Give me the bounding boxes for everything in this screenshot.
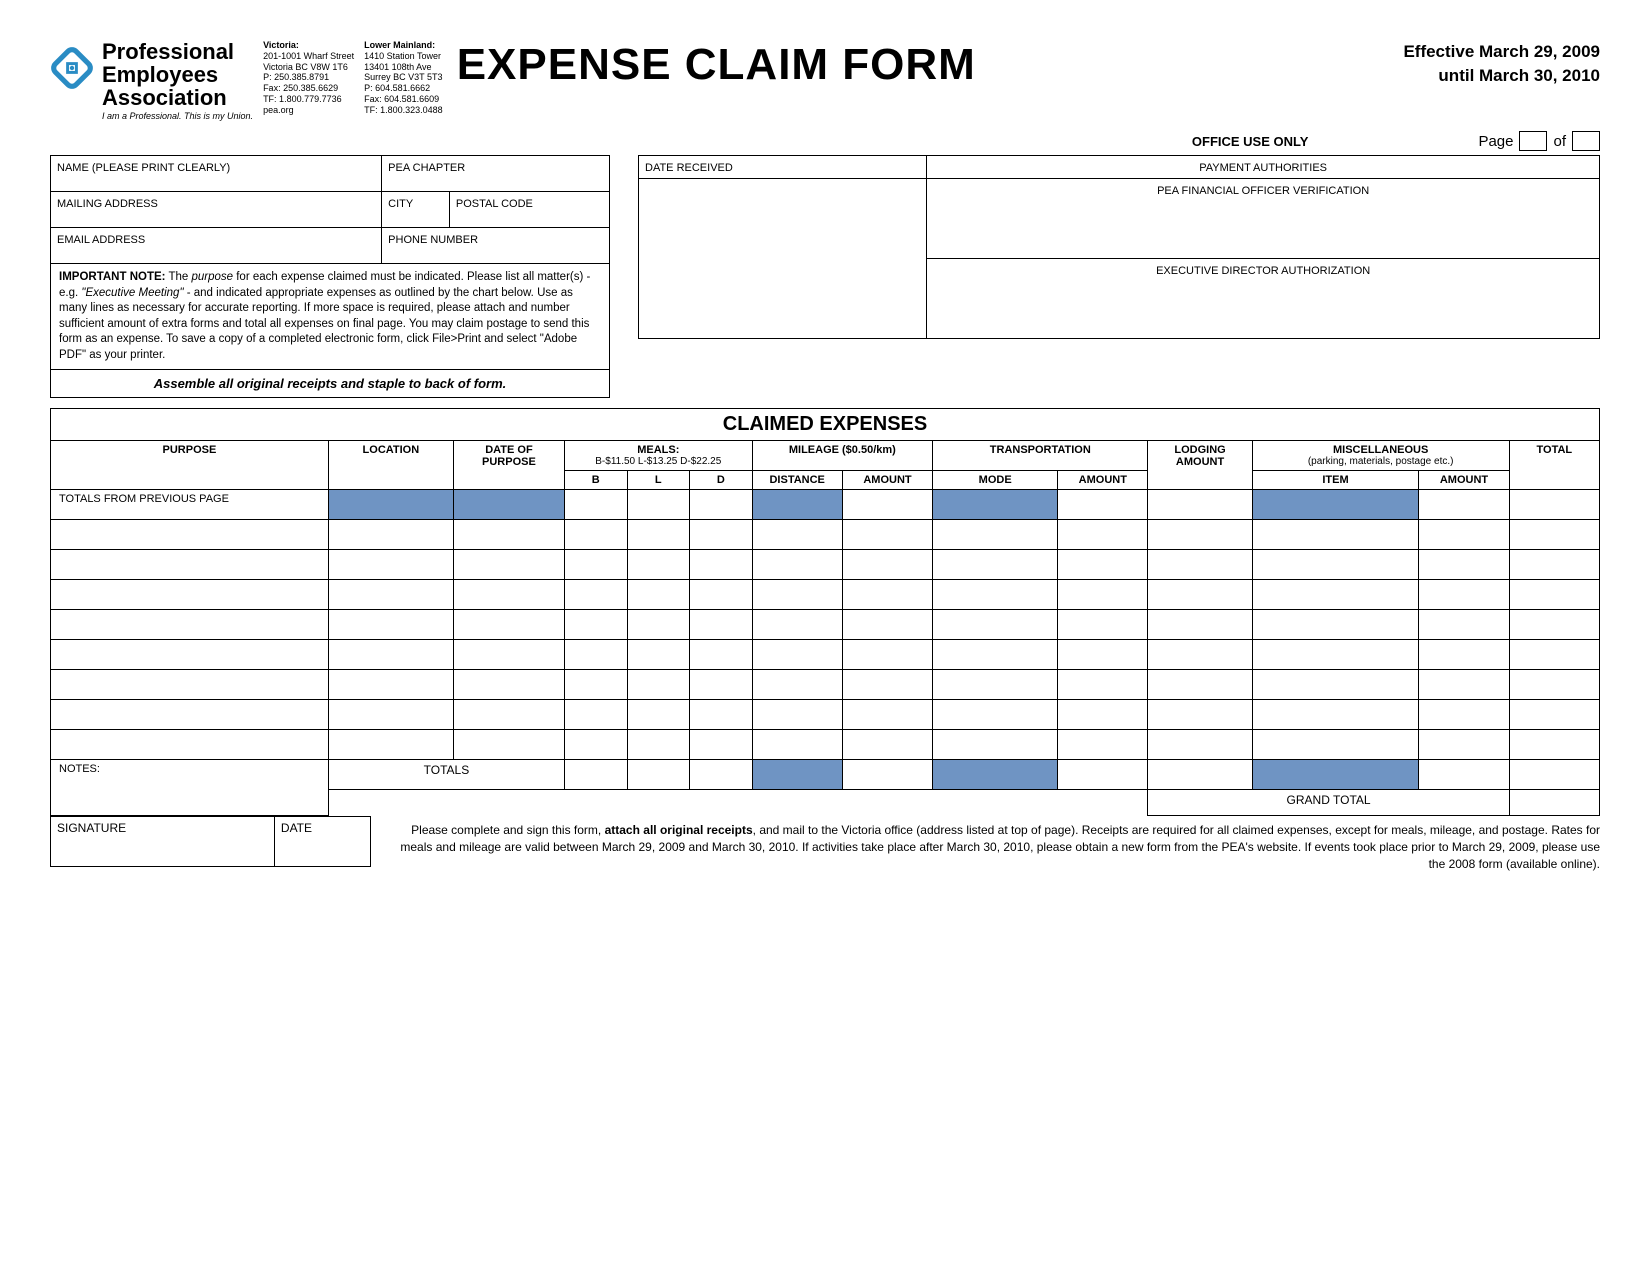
name-field[interactable]: NAME (PLEASE PRINT CLEARLY) [51, 156, 382, 192]
address-lower-mainland: Lower Mainland: 1410 Station Tower 13401… [364, 40, 443, 116]
col-misc: MISCELLANEOUS (parking, materials, posta… [1252, 441, 1509, 471]
claimed-expenses-header: CLAIMED EXPENSES [50, 408, 1600, 440]
col-transportation: TRANSPORTATION [933, 441, 1148, 471]
important-note: IMPORTANT NOTE: The purpose for each exp… [50, 264, 610, 370]
expense-row[interactable] [51, 520, 1600, 550]
expense-row[interactable] [51, 610, 1600, 640]
date-field[interactable]: DATE [274, 817, 370, 867]
effective-dates: Effective March 29, 2009 until March 30,… [1403, 40, 1600, 88]
signature-table: SIGNATURE DATE [50, 816, 371, 867]
postal-field[interactable]: POSTAL CODE [449, 192, 609, 228]
office-use-block: DATE RECEIVED PAYMENT AUTHORITIES PEA FI… [638, 155, 1600, 398]
city-field[interactable]: CITY [382, 192, 450, 228]
col-mileage-amount: AMOUNT [842, 471, 932, 490]
page-indicator: Page of [1478, 131, 1600, 151]
col-distance: DISTANCE [752, 471, 842, 490]
page-total-input[interactable] [1572, 131, 1600, 151]
signature-field[interactable]: SIGNATURE [51, 817, 275, 867]
logo-block: Professional Employees Association I am … [50, 40, 253, 121]
col-meals: MEALS: B-$11.50 L-$13.25 D-$22.25 [565, 441, 753, 471]
col-item: ITEM [1252, 471, 1419, 490]
office-use-label: OFFICE USE ONLY [1192, 134, 1309, 149]
date-received-field[interactable]: DATE RECEIVED [639, 156, 927, 179]
totals-previous-row: TOTALS FROM PREVIOUS PAGE [51, 490, 1600, 520]
col-lodging: LODGING AMOUNT [1148, 441, 1252, 490]
form-title: EXPENSE CLAIM FORM [457, 40, 1394, 90]
expense-row[interactable] [51, 580, 1600, 610]
financial-officer-box[interactable]: PEA FINANCIAL OFFICER VERIFICATION [927, 179, 1600, 259]
col-b: B [565, 471, 628, 490]
col-misc-amount: AMOUNT [1419, 471, 1509, 490]
header: Professional Employees Association I am … [50, 40, 1600, 121]
expense-row[interactable] [51, 640, 1600, 670]
org-tagline: I am a Professional. This is my Union. [102, 111, 253, 121]
org-logo [50, 46, 94, 90]
chapter-field[interactable]: PEA CHAPTER [382, 156, 610, 192]
payment-authorities-label: PAYMENT AUTHORITIES [927, 156, 1600, 179]
col-trans-amount: AMOUNT [1058, 471, 1148, 490]
email-field[interactable]: EMAIL ADDRESS [51, 228, 382, 264]
org-name: Professional Employees Association [102, 40, 253, 109]
expense-row[interactable] [51, 670, 1600, 700]
phone-field[interactable]: PHONE NUMBER [382, 228, 610, 264]
col-date: DATE OF PURPOSE [453, 441, 564, 490]
expense-row[interactable] [51, 550, 1600, 580]
page-number-input[interactable] [1519, 131, 1547, 151]
executive-director-box[interactable]: EXECUTIVE DIRECTOR AUTHORIZATION [927, 259, 1600, 339]
office-row: OFFICE USE ONLY Page of [50, 131, 1600, 151]
expense-row[interactable] [51, 730, 1600, 760]
col-purpose: PURPOSE [51, 441, 329, 490]
col-d: D [690, 471, 753, 490]
address-victoria: Victoria: 201-1001 Wharf Street Victoria… [263, 40, 354, 116]
col-l: L [627, 471, 690, 490]
col-location: LOCATION [328, 441, 453, 490]
claimant-info-table: NAME (PLEASE PRINT CLEARLY) PEA CHAPTER … [50, 155, 610, 264]
totals-row: NOTES: TOTALS [51, 760, 1600, 790]
col-mileage: MILEAGE ($0.50/km) [752, 441, 933, 471]
expenses-table: PURPOSE LOCATION DATE OF PURPOSE MEALS: … [50, 440, 1600, 816]
assemble-instruction: Assemble all original receipts and stapl… [50, 370, 610, 398]
col-mode: MODE [933, 471, 1058, 490]
expense-row[interactable] [51, 700, 1600, 730]
grand-total-cell[interactable] [1509, 790, 1599, 816]
footer-instructions: Please complete and sign this form, atta… [391, 816, 1600, 872]
col-total: TOTAL [1509, 441, 1599, 490]
mailing-field[interactable]: MAILING ADDRESS [51, 192, 382, 228]
